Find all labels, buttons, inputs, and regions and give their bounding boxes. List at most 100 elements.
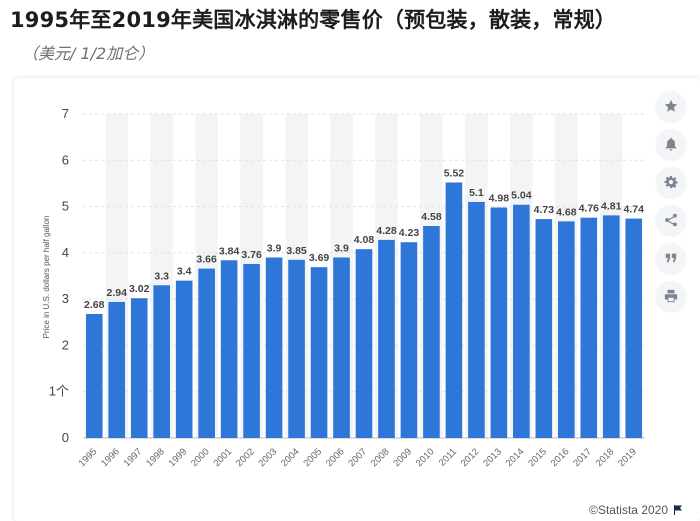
bar-2016: [558, 221, 575, 438]
page-subtitle: （美元/ 1/2加仑）: [22, 44, 155, 63]
value-label-2011: 5.52: [444, 168, 465, 180]
x-tick-label: 2008: [369, 446, 392, 469]
favorite-button[interactable]: [656, 91, 686, 121]
value-label-1998: 3.3: [154, 270, 169, 282]
value-label-2002: 3.76: [241, 249, 262, 261]
x-tick-label: 2018: [594, 446, 617, 469]
value-label-1995: 2.68: [84, 299, 105, 311]
bar-2012: [468, 201, 485, 438]
bar-2019: [625, 218, 643, 438]
x-tick-label: 1996: [99, 446, 122, 469]
y-tick-label: 7: [62, 106, 69, 121]
y-tick-label: 3: [62, 291, 69, 306]
notification-button[interactable]: [656, 129, 686, 159]
gear-icon: [664, 175, 678, 189]
value-label-2007: 4.08: [354, 234, 375, 246]
value-label-2009: 4.23: [399, 227, 420, 239]
share-icon: [665, 213, 677, 227]
print-button[interactable]: [656, 281, 686, 311]
value-label-2015: 4.73: [534, 204, 555, 216]
bar-2007: [355, 249, 373, 438]
bar-2004: [288, 259, 305, 438]
x-tick-label: 2001: [212, 446, 235, 469]
bar-2003: [265, 257, 283, 438]
settings-button[interactable]: [656, 167, 686, 197]
bar-2000: [198, 268, 215, 438]
bar-2017: [580, 217, 598, 438]
x-tick-label: 2006: [324, 446, 347, 469]
value-label-2013: 4.98: [489, 192, 510, 204]
value-label-2006: 3.9: [334, 242, 349, 254]
value-label-1999: 3.4: [177, 266, 192, 278]
bell-icon: [665, 137, 677, 151]
x-tick-label: 1998: [144, 446, 167, 469]
bar-2006: [333, 257, 350, 438]
y-tick-label: 0: [62, 430, 69, 445]
bar-2005: [310, 267, 328, 438]
x-tick-label: 2002: [234, 446, 257, 469]
bar-2002: [243, 263, 260, 438]
value-label-2010: 4.58: [421, 211, 442, 223]
bar-1995: [85, 313, 103, 438]
x-tick-label: 2003: [256, 446, 279, 469]
x-tick-label: 1999: [167, 446, 190, 469]
value-label-2008: 4.28: [376, 225, 397, 237]
page-title: 1995年至2019年美国冰淇淋的零售价（预包装，散装，常规）: [10, 8, 617, 32]
share-button[interactable]: [656, 205, 686, 235]
value-label-1997: 3.02: [129, 283, 150, 295]
value-label-2001: 3.84: [219, 245, 240, 257]
bar-2010: [423, 226, 440, 438]
x-tick-label: 2017: [571, 446, 594, 469]
bar-2009: [400, 242, 418, 438]
x-tick-label: 2000: [189, 446, 212, 469]
star-icon: [664, 99, 678, 112]
flag-icon: [674, 505, 682, 515]
cite-button[interactable]: [656, 243, 686, 273]
bar-2018: [602, 215, 620, 438]
value-label-2004: 3.85: [286, 245, 307, 257]
y-tick-label: 4: [62, 245, 69, 260]
y-tick-label: 2: [62, 337, 69, 352]
x-tick-label: 2007: [346, 446, 369, 469]
quote-icon: [665, 253, 677, 263]
x-tick-label: 1995: [77, 446, 100, 469]
value-label-2000: 3.66: [196, 254, 217, 266]
x-tick-label: 2011: [437, 446, 459, 468]
value-label-2016: 4.68: [556, 206, 577, 218]
value-label-2019: 4.74: [624, 204, 645, 216]
bar-1997: [130, 298, 148, 438]
x-tick-label: 2005: [301, 446, 324, 469]
x-tick-label: 2009: [391, 446, 414, 469]
value-label-2017: 4.76: [579, 203, 600, 215]
bar-2008: [378, 239, 395, 438]
x-tick-label: 2015: [526, 446, 549, 469]
value-label-2018: 4.81: [601, 200, 622, 212]
bar-2013: [490, 207, 508, 438]
x-tick-label: 2013: [481, 446, 504, 469]
bar-1996: [108, 301, 126, 438]
value-label-2012: 5.1: [469, 187, 484, 199]
y-axis-label: Price in U.S. dollars per half gallon: [42, 216, 51, 339]
bar-2011: [445, 182, 463, 438]
print-icon: [664, 289, 678, 303]
x-tick-label: 2016: [549, 446, 572, 469]
value-label-2005: 3.69: [309, 252, 330, 264]
x-tick-label: 2004: [279, 446, 302, 469]
bar-1999: [175, 280, 193, 438]
x-tick-label: 2014: [504, 446, 527, 469]
x-tick-label: 2010: [414, 446, 437, 469]
x-tick-label: 2019: [616, 446, 639, 469]
credit-text: ©Statista 2020: [589, 503, 668, 517]
x-tick-label: 1997: [122, 446, 145, 469]
bar-2001: [220, 260, 238, 438]
chart-toolbar: [656, 91, 690, 319]
bar-1998: [153, 285, 170, 438]
value-label-1996: 2.94: [107, 287, 128, 299]
y-tick-label: 6: [62, 152, 69, 167]
statista-credit[interactable]: ©Statista 2020: [589, 503, 684, 517]
bar-2014: [513, 204, 530, 438]
y-tick-label: 1个: [49, 384, 69, 399]
y-tick-label: 5: [62, 199, 69, 214]
x-tick-label: 2012: [459, 446, 482, 469]
